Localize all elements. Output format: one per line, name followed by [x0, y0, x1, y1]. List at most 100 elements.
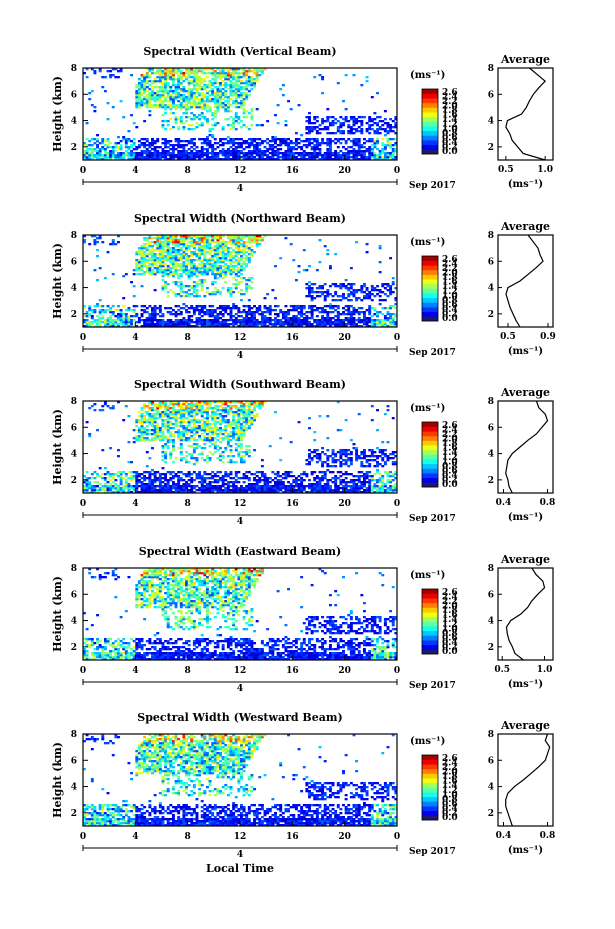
heatmap-cell	[177, 80, 181, 83]
heatmap-cell	[326, 317, 330, 320]
heatmap-cell	[203, 437, 207, 440]
heatmap-cell	[140, 269, 144, 272]
heatmap-cell	[182, 489, 186, 492]
heatmap-cell	[156, 96, 160, 99]
profile-y-tick-label: 4	[488, 117, 494, 127]
heatmap-cell	[195, 92, 199, 95]
heatmap-cell	[169, 457, 173, 460]
heatmap-cell	[182, 140, 186, 143]
heatmap-cell	[192, 273, 196, 276]
heatmap-cell	[245, 315, 249, 318]
heatmap-cell	[208, 128, 212, 131]
heatmap-cell	[208, 265, 212, 268]
heatmap-cell	[276, 150, 280, 153]
heatmap-cell	[323, 152, 327, 155]
heatmap-cell	[190, 251, 194, 254]
heatmap-cell	[148, 481, 152, 484]
heatmap-cell	[195, 407, 199, 410]
heatmap-cell	[98, 489, 102, 492]
heatmap-cell	[213, 321, 217, 324]
heatmap-cell	[268, 146, 272, 149]
heatmap-cell	[195, 102, 199, 105]
heatmap-cell	[208, 429, 212, 432]
heatmap-cell	[281, 154, 285, 157]
heatmap-cell	[213, 102, 217, 105]
heatmap-cell	[237, 283, 241, 286]
heatmap-cell	[132, 315, 136, 318]
heatmap-cell	[88, 144, 92, 147]
heatmap-cell	[140, 156, 144, 159]
heatmap-cell	[305, 146, 309, 149]
heatmap-cell	[383, 148, 387, 151]
heatmap-cell	[198, 323, 202, 326]
heatmap-cell	[365, 317, 369, 320]
heatmap-cell	[117, 491, 120, 494]
heatmap-cell	[226, 267, 230, 270]
heatmap-cell	[169, 401, 173, 404]
heatmap-cell	[93, 491, 97, 494]
heatmap-cell	[326, 108, 330, 111]
heatmap-cell	[208, 106, 212, 109]
heatmap-cell	[190, 477, 194, 480]
heatmap-cell	[394, 321, 398, 324]
heatmap-cell	[389, 158, 393, 161]
heatmap-cell	[135, 261, 139, 264]
heatmap-cell	[151, 148, 154, 151]
heatmap-cell	[310, 323, 314, 326]
heatmap-cell	[334, 305, 338, 308]
heatmap-cell	[391, 156, 395, 159]
heatmap-cell	[370, 124, 374, 127]
heatmap-cell	[124, 140, 128, 143]
heatmap-cell	[213, 96, 217, 99]
heatmap-cell	[357, 152, 361, 155]
heatmap-cell	[373, 122, 377, 125]
heatmap-cell	[148, 269, 152, 272]
heatmap-cell	[229, 253, 233, 256]
heatmap-cell	[195, 265, 199, 268]
heatmap-cell	[389, 289, 393, 292]
heatmap-cell	[127, 158, 131, 161]
heatmap-cell	[145, 259, 149, 262]
heatmap-cell	[203, 447, 207, 450]
heatmap-cell	[156, 241, 160, 244]
heatmap-cell	[310, 128, 314, 131]
heatmap-cell	[292, 319, 296, 322]
heatmap-cell	[315, 315, 319, 318]
heatmap-cell	[381, 283, 385, 286]
heatmap-cell	[190, 267, 194, 270]
heatmap-cell	[177, 96, 181, 99]
heatmap-cell	[145, 471, 149, 474]
heatmap-cell	[156, 485, 160, 488]
heatmap-cell	[313, 305, 317, 308]
heatmap-cell	[98, 142, 102, 145]
heatmap-cell	[192, 70, 196, 73]
heatmap-cell	[234, 100, 238, 103]
heatmap-cell	[166, 483, 170, 486]
heatmap-cell	[213, 259, 217, 262]
heatmap-cell	[103, 491, 107, 494]
heatmap-cell	[164, 307, 168, 310]
heatmap-cell	[378, 289, 382, 292]
heatmap-cell	[349, 311, 353, 314]
heatmap-cell	[192, 425, 196, 428]
heatmap-cell	[156, 237, 160, 240]
heatmap-cell	[253, 144, 256, 147]
heatmap-cell	[362, 142, 366, 145]
heatmap-cell	[240, 100, 243, 103]
heatmap-cell	[187, 485, 191, 488]
heatmap-cell	[242, 311, 246, 314]
heatmap-cell	[266, 293, 270, 296]
heatmap-cell	[234, 142, 238, 145]
heatmap-cell	[182, 307, 186, 310]
heatmap-cell	[381, 120, 385, 123]
heatmap-cell	[313, 319, 317, 322]
heatmap-cell	[203, 78, 207, 81]
heatmap-cell	[182, 235, 186, 238]
heatmap-cell	[114, 68, 118, 71]
heatmap-cell	[198, 253, 202, 256]
heatmap-cell	[192, 427, 196, 430]
heatmap-cell	[221, 321, 225, 324]
heatmap-cell	[106, 319, 110, 322]
heatmap-cell	[148, 102, 152, 105]
profile-y-tick-label: 8	[488, 231, 494, 241]
